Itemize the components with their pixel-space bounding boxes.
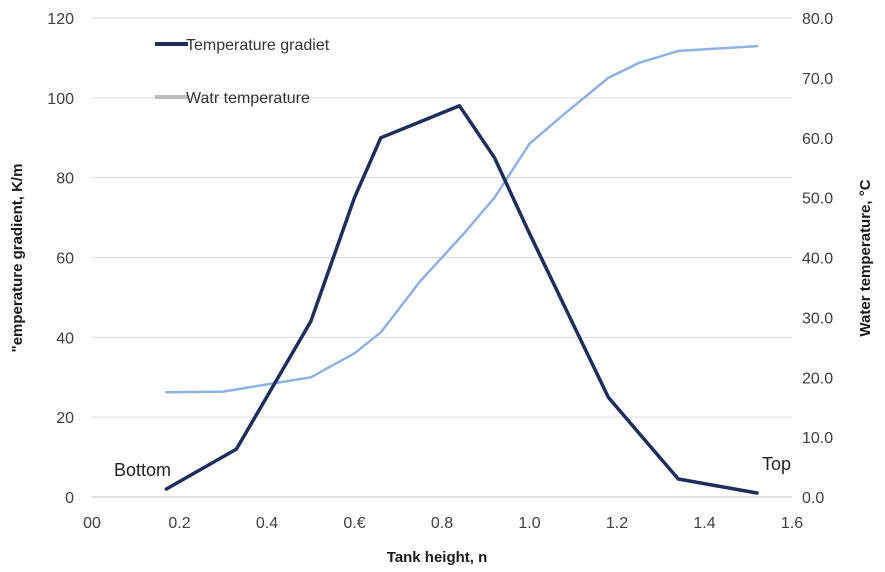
- y-left-tick-label: 100: [47, 91, 74, 108]
- grid-lines: [92, 17, 792, 498]
- x-tick-label: 0.2: [168, 515, 190, 532]
- x-tick-label: 1.6: [781, 515, 803, 532]
- y-axis-right-title: Water temperature, °C: [857, 179, 874, 336]
- y-right-tick-label: 70.0: [802, 71, 833, 88]
- y-right-tick-label: 30.0: [802, 310, 833, 327]
- y-left-tick-label: 80: [56, 171, 74, 188]
- x-tick-label: 0.4: [256, 515, 278, 532]
- x-tick-label: 00: [83, 515, 101, 532]
- y-right-tick-label: 0.0: [802, 490, 824, 507]
- x-tick-label: 0.8: [431, 515, 453, 532]
- legend-label-gradient: Temperature gradiet: [186, 37, 330, 54]
- y-left-tick-label: 0: [65, 490, 74, 507]
- x-tick-label: 1.0: [518, 515, 540, 532]
- annotation-bottom: Bottom: [114, 460, 171, 480]
- legend: Temperature gradiet Watr temperature: [155, 37, 330, 107]
- x-axis-title: Tank height, n: [387, 549, 488, 566]
- y-right-tick-label: 80.0: [802, 11, 833, 28]
- series-layer: [164, 44, 759, 495]
- series-line-water-temperature: [165, 44, 759, 394]
- y-axis-left-title: "emperature gradient, K/m: [9, 164, 26, 353]
- y-left-tick-label: 20: [56, 410, 74, 427]
- x-tick-label: 0.€: [343, 515, 365, 532]
- tick-labels: 0 20 40 60 80 100 120 0.0 10.0 20.0 30.0 40.0 50.0 60…: [47, 11, 833, 532]
- y-right-tick-label: 10.0: [802, 430, 833, 447]
- y-left-tick-label: 60: [56, 251, 74, 268]
- y-right-tick-label: 40.0: [802, 251, 833, 268]
- y-left-tick-label: 120: [47, 11, 74, 28]
- legend-label-water: Watr temperature: [186, 90, 310, 107]
- y-left-tick-label: 40: [56, 330, 74, 347]
- series-line-temperature-gradient: [164, 104, 759, 495]
- x-tick-label: 1.2: [606, 515, 628, 532]
- y-right-tick-label: 20.0: [802, 370, 833, 387]
- x-tick-label: 1.4: [693, 515, 715, 532]
- y-right-tick-label: 50.0: [802, 191, 833, 208]
- y-right-tick-label: 60.0: [802, 131, 833, 148]
- annotation-top: Top: [762, 454, 791, 474]
